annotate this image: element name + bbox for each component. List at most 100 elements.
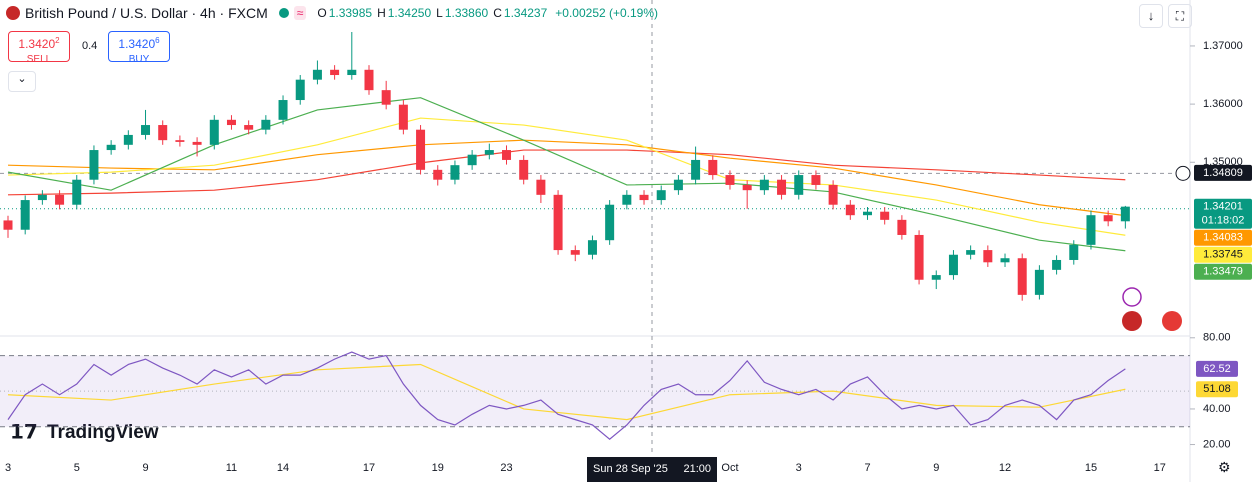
candle-body — [484, 150, 494, 155]
rsi-band — [0, 355, 1190, 427]
candle-body — [1069, 244, 1079, 260]
header: British Pound / U.S. Dollar · 4h · FXCM … — [6, 5, 661, 21]
crosshair-time-box — [587, 457, 717, 482]
crosshair-clock: 21:00 — [683, 463, 711, 475]
add-alert-button[interactable] — [1175, 165, 1191, 181]
candle-body — [759, 179, 769, 191]
ohlc-key: L — [436, 6, 443, 20]
y-tick-label: 1.36000 — [1203, 98, 1243, 110]
candle-body — [209, 119, 219, 145]
event-icon[interactable] — [1122, 287, 1142, 307]
uk-flag[interactable] — [1122, 311, 1142, 331]
x-tick-label: 3 — [796, 462, 802, 474]
change: +0.00252 (+0.19%) — [555, 6, 659, 20]
symbol-title[interactable]: British Pound / U.S. Dollar · 4h · FXCM — [25, 5, 268, 21]
event-icons — [1122, 287, 1182, 331]
sell-label: SELL — [26, 54, 52, 65]
candle-body — [450, 165, 460, 180]
candle-body — [398, 104, 408, 130]
candle-body — [3, 220, 13, 230]
candle-body — [55, 194, 65, 205]
sell-button[interactable]: 1.34202 SELL — [8, 31, 70, 65]
candle-body — [1120, 206, 1130, 222]
candle-body — [828, 184, 838, 205]
candle-body — [141, 125, 151, 135]
symbol-flag — [6, 6, 20, 20]
buy-button[interactable]: 1.34206 BUY — [108, 31, 170, 65]
x-tick-label: 5 — [74, 462, 80, 474]
crosshair-time: Sun 28 Sep '25 — [593, 463, 668, 475]
candle-body — [948, 254, 958, 276]
candle-body — [278, 100, 288, 120]
last-price-label: 01:18:02 — [1202, 215, 1245, 227]
ma-value-label-box — [1194, 229, 1252, 246]
candle-body — [312, 69, 322, 80]
candle-body — [433, 169, 443, 180]
candle-body — [880, 211, 890, 220]
moving-average — [7, 117, 1126, 236]
ma-value-label-box — [1194, 246, 1252, 263]
ohlc-value: 1.33985 — [328, 6, 373, 20]
settings-button[interactable]: ⚙ — [1218, 459, 1231, 475]
y-tick-label: 1.37000 — [1203, 40, 1243, 52]
x-tick-label: 7 — [864, 462, 870, 474]
candle-body — [708, 159, 718, 176]
candle-body — [536, 179, 546, 195]
candle-body — [845, 204, 855, 216]
sell-price: 1.3420 — [18, 37, 56, 51]
candle-body — [364, 69, 374, 91]
logo-text: TradingView — [47, 422, 159, 443]
candle-body — [587, 240, 597, 255]
ohlc-values: O 1.33985 H 1.34250 L 1.33860 C 1.34237 — [317, 6, 550, 20]
moving-average — [7, 149, 1126, 196]
ma-value-label: 1.33745 — [1203, 249, 1243, 261]
candle-body — [966, 250, 976, 255]
x-tick-label: 14 — [277, 462, 289, 474]
candle-body — [622, 194, 632, 205]
candle-body — [897, 219, 907, 235]
ma-value-label: 1.34083 — [1203, 232, 1243, 244]
candle-body — [123, 134, 133, 145]
candle-body — [175, 140, 185, 142]
candle-body — [553, 194, 563, 251]
candle-body — [416, 129, 426, 170]
ohlc-value: 1.33860 — [444, 6, 489, 20]
candle-body — [656, 190, 666, 201]
candle-body — [931, 275, 941, 280]
x-tick-label: 11 — [226, 462, 237, 474]
crosshair-price-label: 1.34809 — [1203, 167, 1243, 179]
candle-body — [226, 119, 236, 126]
candle-body — [794, 175, 804, 195]
candle-body — [89, 150, 99, 180]
collapse-button[interactable]: ⌄ — [8, 71, 36, 92]
candle-body — [1086, 215, 1096, 245]
candle-body — [691, 159, 701, 180]
x-tick-label: 23 — [500, 462, 512, 474]
candle-body — [1034, 269, 1044, 295]
candle-body — [20, 200, 30, 230]
data-mode[interactable]: ≈ — [293, 6, 307, 20]
us-flag[interactable] — [1162, 311, 1182, 331]
x-tick-label: 15 — [1085, 462, 1097, 474]
candle-body — [106, 144, 116, 151]
x-tick-label: 9 — [142, 462, 148, 474]
candle-body — [1017, 258, 1027, 295]
last-price-label-box — [1194, 198, 1252, 229]
sell-pip: 2 — [55, 36, 60, 45]
candle-body — [983, 250, 993, 263]
rsi-value-box — [1196, 381, 1238, 398]
candle-body — [158, 125, 168, 141]
buy-label: BUY — [128, 54, 150, 65]
rsi-value-label: 62.52 — [1203, 363, 1231, 375]
candle-body — [192, 141, 202, 145]
candle-body — [37, 194, 47, 201]
scroll-button[interactable]: ↓ — [1139, 4, 1163, 28]
candle-body — [914, 234, 924, 280]
fullscreen-button[interactable]: ⛶ — [1168, 4, 1192, 28]
market-status[interactable] — [278, 8, 289, 18]
ohlc-key: O — [317, 6, 327, 20]
y-tick-label: 40.00 — [1203, 403, 1231, 415]
rsi-line — [7, 351, 1126, 440]
x-tick-label: 12 — [999, 462, 1011, 474]
